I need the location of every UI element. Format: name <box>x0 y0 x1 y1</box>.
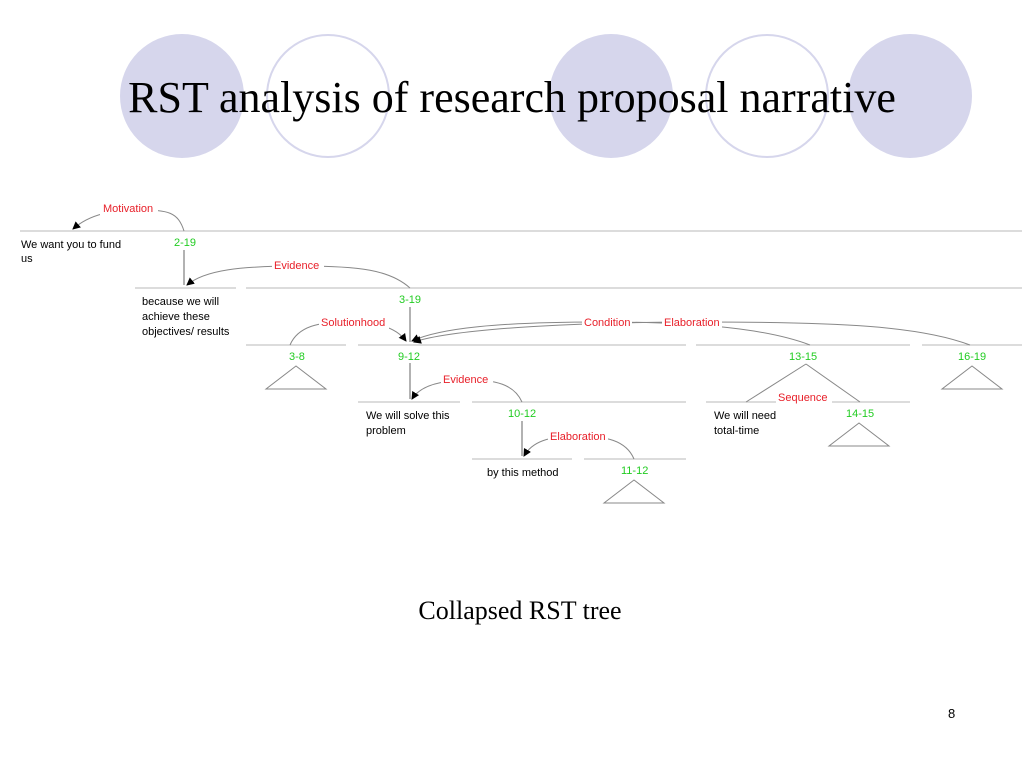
relation-label-condition: Condition <box>584 317 630 329</box>
leaf-text-solve-line1: We will solve this <box>366 410 450 422</box>
collapsed-subtree-triangle[interactable] <box>827 422 891 447</box>
decor-circle-filled <box>848 34 972 158</box>
sequence-line <box>745 363 807 403</box>
span-label-3-19: 3-19 <box>399 294 421 306</box>
rst-tree-diagram: Motivation Evidence Solutionhood Conditi… <box>20 202 1022 504</box>
leaf-text-because-line3: objectives/ results <box>142 326 230 338</box>
relation-label-solutionhood: Solutionhood <box>321 317 385 329</box>
span-label-13-15: 13-15 <box>789 351 817 363</box>
sequence-line <box>805 363 861 403</box>
leaf-text-need-line1: We will need <box>714 410 776 422</box>
collapsed-subtree-triangle[interactable] <box>940 365 1004 390</box>
span-label-9-12: 9-12 <box>398 351 420 363</box>
decor-circle-filled <box>549 34 673 158</box>
leaf-text-need-line2: total-time <box>714 425 759 437</box>
leaf-text-because-line2: achieve these <box>142 311 210 323</box>
leaf-text-because-line1: because we will <box>142 296 219 308</box>
relation-label-motivation: Motivation <box>103 203 153 215</box>
leaf-text-solve-line2: problem <box>366 425 406 437</box>
leaf-text-fund-line2: us <box>21 253 33 265</box>
relation-label-elaboration: Elaboration <box>664 317 720 329</box>
span-label-14-15: 14-15 <box>846 408 874 420</box>
relation-label-evidence: Evidence <box>274 260 319 272</box>
diagram-caption: Collapsed RST tree <box>418 596 622 625</box>
relation-label-evidence: Evidence <box>443 374 488 386</box>
span-label-3-8: 3-8 <box>289 351 305 363</box>
decor-circle-filled <box>120 34 244 158</box>
leaf-text-fund-line1: We want you to fund <box>21 239 121 251</box>
decor-circle-ring <box>705 34 829 158</box>
collapsed-subtree-triangle[interactable] <box>264 365 328 390</box>
relation-label-sequence: Sequence <box>778 392 828 404</box>
page-number: 8 <box>948 706 956 721</box>
collapsed-subtree-triangle[interactable] <box>602 479 666 504</box>
span-label-11-12: 11-12 <box>621 465 648 477</box>
relation-label-elaboration: Elaboration <box>550 431 606 443</box>
span-label-2-19: 2-19 <box>174 237 196 249</box>
span-label-16-19: 16-19 <box>958 351 986 363</box>
span-label-10-12: 10-12 <box>508 408 536 420</box>
slide-title: RST analysis of research proposal narrat… <box>128 73 896 122</box>
leaf-text-method: by this method <box>487 467 559 479</box>
decor-circle-ring <box>266 34 390 158</box>
